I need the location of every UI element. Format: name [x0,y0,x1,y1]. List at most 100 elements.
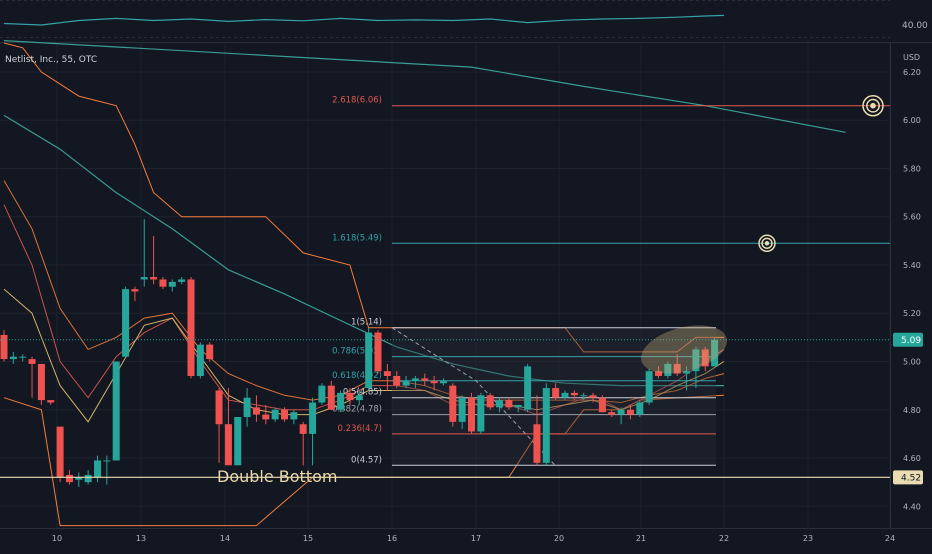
candle-body[interactable] [393,375,401,386]
candle-body[interactable] [449,385,457,422]
candle-body[interactable] [94,460,101,478]
candle-body[interactable] [299,424,307,434]
candle-body[interactable] [486,395,494,408]
candle-body[interactable] [122,289,130,357]
candle-body[interactable] [215,390,223,425]
candle-body[interactable] [140,277,148,280]
candle-body[interactable] [252,407,260,415]
candle-body[interactable] [655,371,662,376]
candle-body[interactable] [430,380,438,384]
candle-body[interactable] [542,388,550,463]
candle-body[interactable] [309,402,317,434]
time-tick-label: 22 [719,534,729,543]
candle-body[interactable] [178,279,186,282]
target-circle-outer[interactable] [758,234,776,253]
candles[interactable] [0,219,719,487]
candle-body[interactable] [262,414,270,420]
candle-body[interactable] [570,392,578,396]
target-circle-middle [761,237,773,249]
fib-level-label: 0.5(4.85) [343,388,382,398]
candle-body[interactable] [56,426,64,478]
fib-level-label: 1(5.14) [351,318,382,328]
candle-body[interactable] [477,395,485,432]
candle-body[interactable] [187,279,195,376]
candle-body[interactable] [645,371,653,403]
candle-body[interactable] [9,356,17,360]
candle-body[interactable] [711,339,719,367]
candle-body[interactable] [281,409,288,420]
candle-body[interactable] [514,404,522,408]
candle-body[interactable] [65,474,73,483]
indicator-line [3,14,724,26]
candle-body[interactable] [458,397,466,422]
candle-body[interactable] [589,395,597,398]
candle-body[interactable] [224,424,232,466]
candle-body[interactable] [411,378,419,381]
candle-body[interactable] [355,395,363,401]
candle-body[interactable] [75,477,83,480]
candle-body[interactable] [524,366,532,410]
time-tick-label: 20 [554,534,564,543]
candle-body[interactable] [28,359,36,364]
indicator-panel[interactable]: 40.00 [0,0,932,43]
candle-body[interactable] [683,371,691,374]
candle-body[interactable] [692,349,700,372]
candle-body[interactable] [608,412,616,415]
fib-level-label: 0(4.57) [351,455,382,465]
price-axis[interactable]: 6.20 6.00 5.80 5.60 5.40 5.20 5.00 4.80 4.60 4.40 [903,68,921,511]
candle-body[interactable] [701,349,709,367]
candle-body[interactable] [552,388,560,398]
fib-trend-line [391,327,556,466]
candle-body[interactable] [374,332,382,372]
candle-body[interactable] [496,400,504,408]
candle-body[interactable] [468,397,475,432]
candle-body[interactable] [112,361,120,461]
candle-body[interactable] [402,380,410,386]
candle-body[interactable] [150,277,158,280]
candle-body[interactable] [206,344,214,360]
candle-body[interactable] [598,397,606,413]
time-axis[interactable]: 10 13 14 15 16 17 20 21 22 23 24 [52,534,895,543]
time-tick-label: 10 [52,534,62,543]
candle-body[interactable] [533,424,541,463]
candle-body[interactable] [346,392,354,401]
candle-body[interactable] [290,412,298,420]
candle-body[interactable] [617,409,625,415]
time-tick-label: 13 [136,534,146,543]
candle-body[interactable] [37,363,45,401]
candle-body[interactable] [243,397,251,418]
price-tick-label: 4.60 [903,454,921,463]
candle-body[interactable] [168,281,176,287]
candle-body[interactable] [421,378,429,381]
candle-body[interactable] [103,460,111,462]
candle-body[interactable] [383,371,391,376]
teal-ma-upper-line [3,40,846,133]
candle-body[interactable] [505,400,513,408]
candle-body[interactable] [159,279,167,287]
candle-body[interactable] [0,334,8,360]
candle-body[interactable] [365,332,373,389]
candle-body[interactable] [636,402,644,415]
candle-body[interactable] [664,363,672,376]
price-tick-label: 4.80 [903,406,921,415]
candle-body[interactable] [196,344,204,376]
target-circle-outer[interactable] [862,94,884,117]
candle-body[interactable] [337,392,345,410]
candle-body[interactable] [131,289,139,292]
candle-body[interactable] [626,409,634,415]
overlays [0,94,890,478]
candle-body[interactable] [561,392,569,398]
candle-body[interactable] [84,474,92,483]
double-bottom-label: Double Bottom [217,467,337,486]
candle-body[interactable] [580,395,588,397]
fib-level-label: 0.382(4.78) [332,405,382,415]
candle-body[interactable] [327,385,335,410]
candle-body[interactable] [439,380,447,384]
candle-body[interactable] [318,385,326,403]
candle-body[interactable] [271,409,279,420]
candle-body[interactable] [47,400,55,403]
candle-body[interactable] [234,417,242,466]
candle-body[interactable] [19,356,27,358]
candle-body[interactable] [673,363,681,374]
